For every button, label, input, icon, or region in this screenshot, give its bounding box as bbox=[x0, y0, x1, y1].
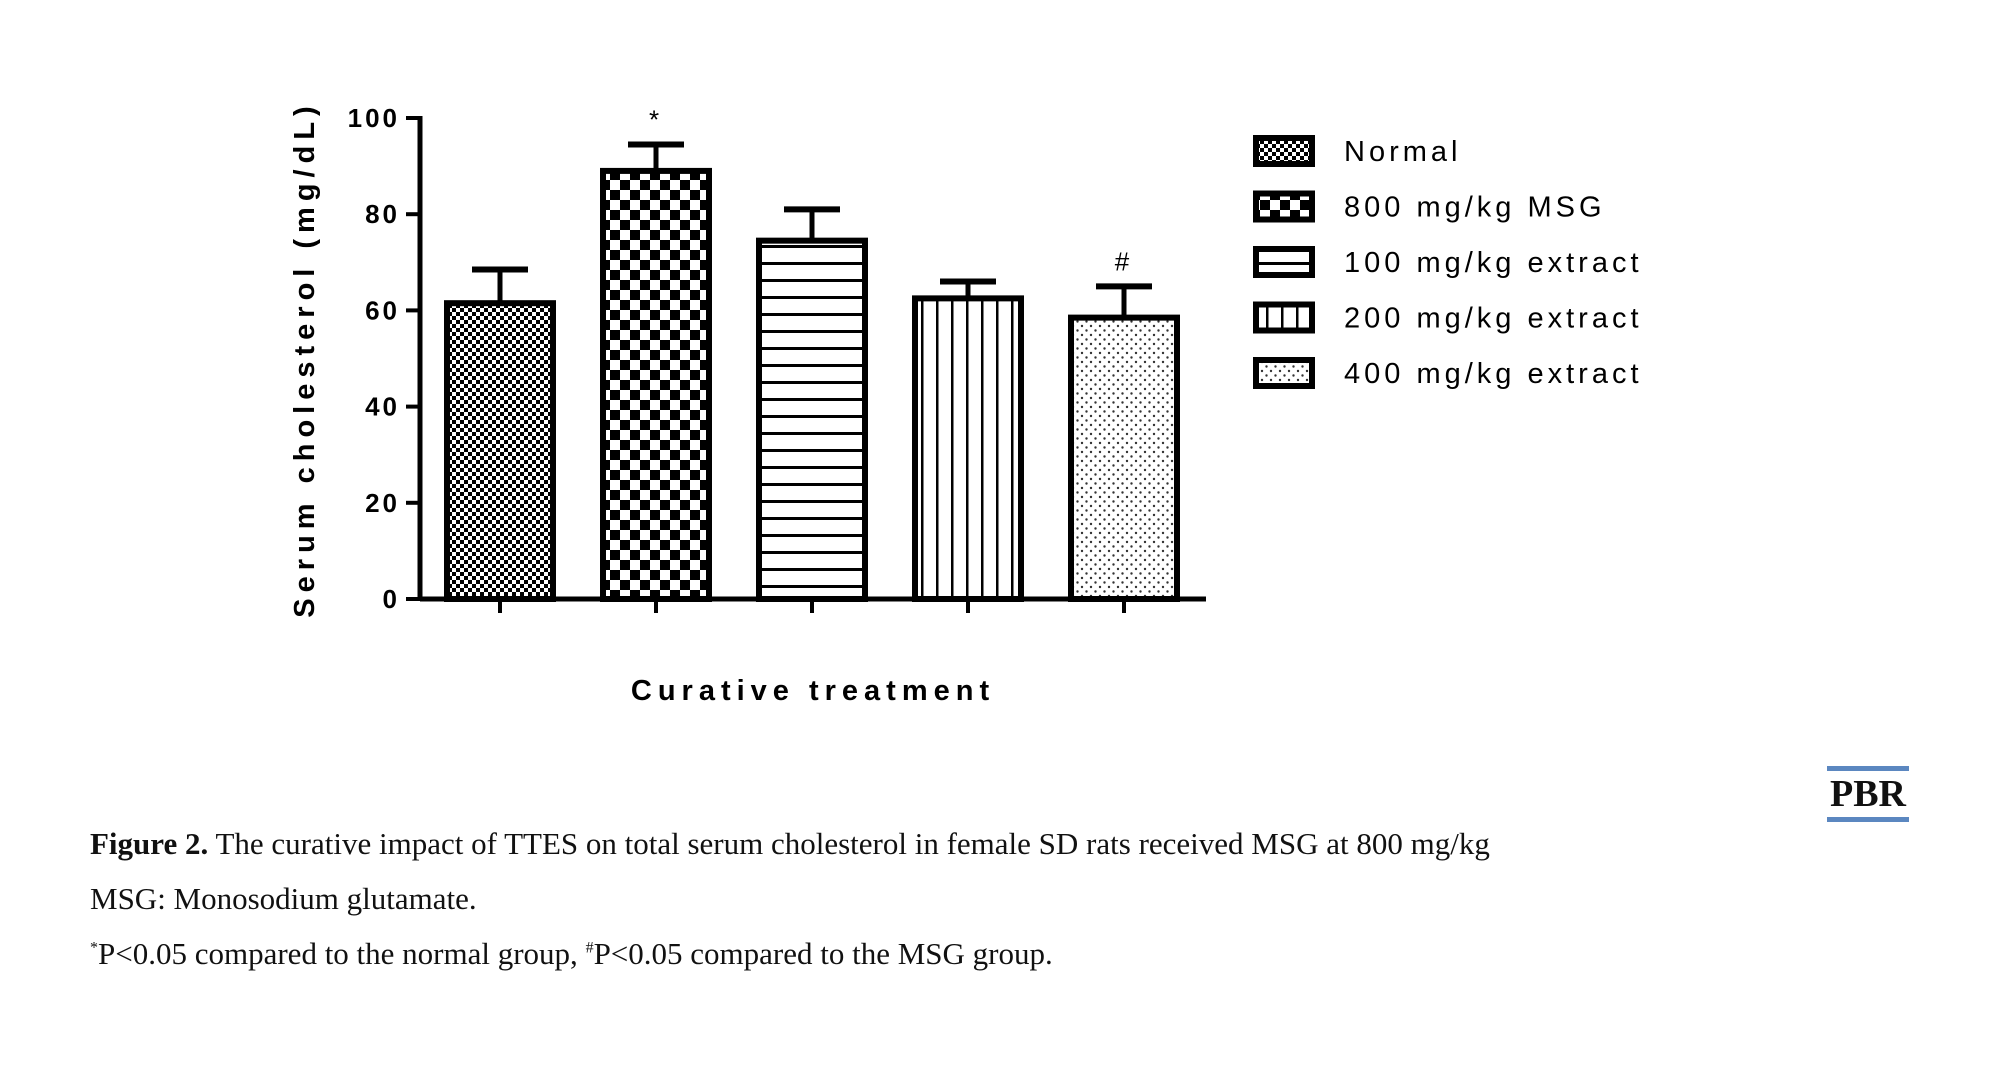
legend-label: Normal bbox=[1344, 136, 1461, 168]
pbr-logo: PBR bbox=[1827, 766, 1909, 822]
legend-swatch bbox=[1253, 246, 1315, 278]
bar bbox=[912, 295, 1024, 602]
y-axis-title: Serum cholesterol (mg/dL) bbox=[289, 100, 321, 617]
legend-label: 100 mg/kg extract bbox=[1344, 247, 1643, 279]
y-tick-label: 20 bbox=[365, 488, 400, 518]
significance-marker: * bbox=[649, 104, 659, 134]
x-axis-title: Curative treatment bbox=[631, 675, 995, 707]
legend-swatch bbox=[1253, 135, 1315, 167]
significance-marker: # bbox=[1115, 246, 1130, 276]
figure-label: Figure 2. bbox=[90, 826, 209, 861]
y-tick-label: 100 bbox=[348, 103, 400, 133]
bar bbox=[444, 300, 556, 602]
y-tick-label: 60 bbox=[365, 295, 400, 325]
bar bbox=[1068, 314, 1180, 602]
star-note: P<0.05 compared to the normal group, bbox=[98, 936, 586, 971]
y-tick-label: 40 bbox=[365, 392, 400, 422]
significance-note: *P<0.05 compared to the normal group, #P… bbox=[90, 936, 1053, 972]
figure-caption: Figure 2. The curative impact of TTES on… bbox=[90, 826, 1490, 862]
abbreviation-note: MSG: Monosodium glutamate. bbox=[90, 881, 477, 916]
legend-swatch bbox=[1253, 357, 1315, 389]
y-tick-label: 80 bbox=[365, 199, 400, 229]
hash-mark: # bbox=[585, 939, 594, 957]
y-tick-label: 0 bbox=[383, 584, 400, 614]
star-mark: * bbox=[90, 939, 98, 957]
legend-swatch bbox=[1253, 190, 1315, 223]
bar bbox=[756, 237, 868, 602]
legend-label: 800 mg/kg MSG bbox=[1344, 192, 1606, 224]
caption-text: The curative impact of TTES on total ser… bbox=[208, 826, 1490, 861]
bar bbox=[600, 167, 712, 602]
legend-label: 200 mg/kg extract bbox=[1344, 303, 1643, 335]
legend-label: 400 mg/kg extract bbox=[1344, 358, 1643, 390]
hash-note: P<0.05 compared to the MSG group. bbox=[593, 936, 1053, 971]
legend-swatch bbox=[1253, 301, 1315, 334]
